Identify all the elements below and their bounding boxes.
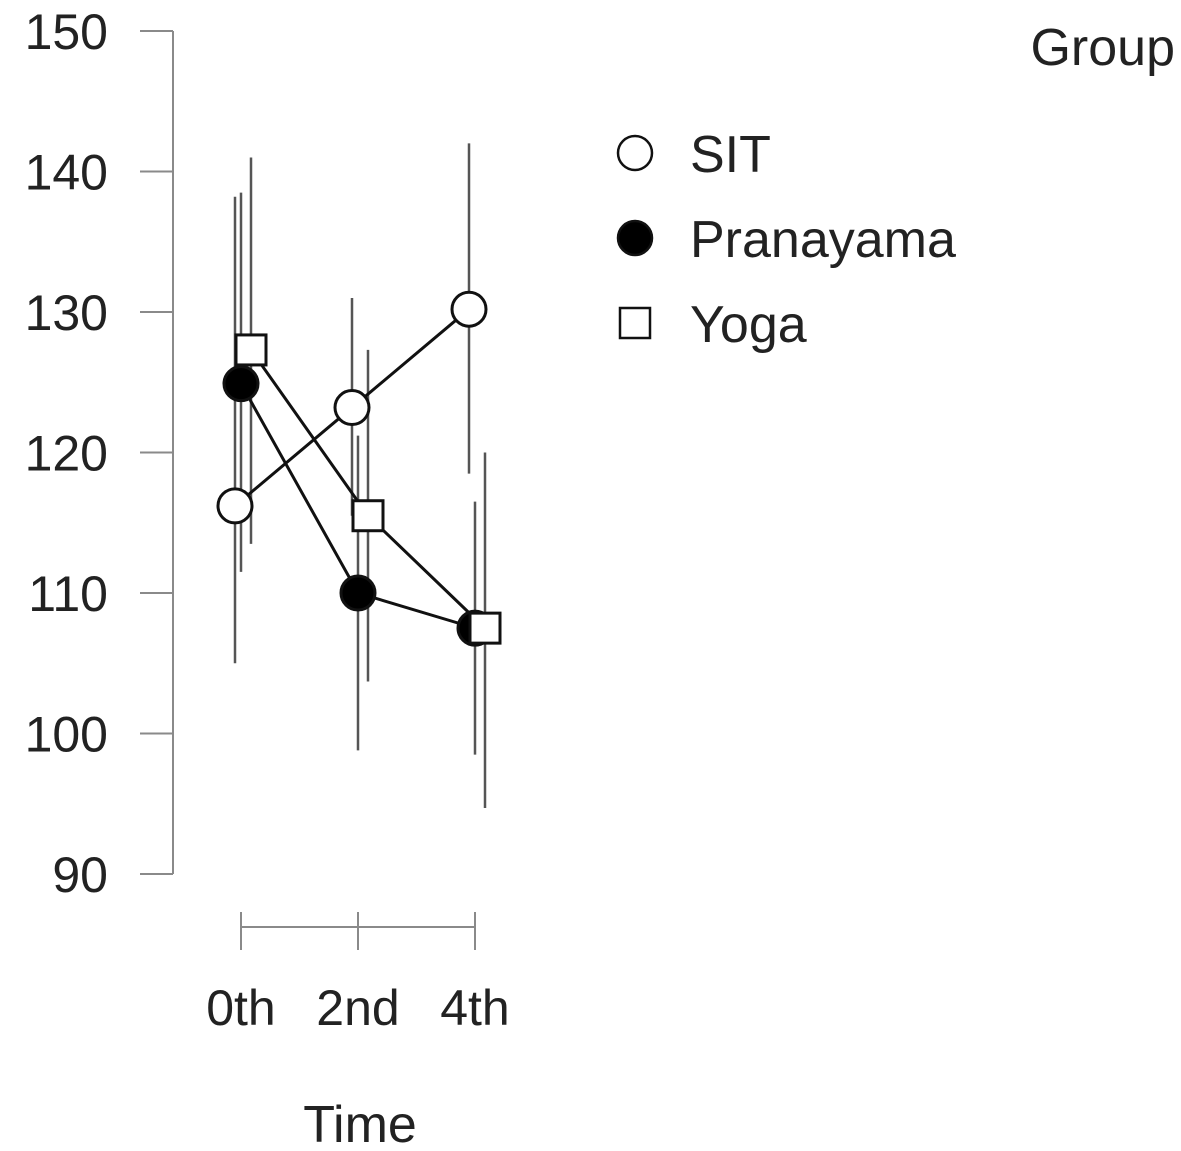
point-sit — [450, 290, 488, 328]
legend-marker-sit — [616, 134, 654, 172]
x-tick-label: 2nd — [316, 980, 399, 1036]
x-tick-label: 0th — [206, 980, 276, 1036]
y-tick-label: 140 — [25, 145, 108, 201]
x-tick-label: 4th — [440, 980, 510, 1036]
y-tick-label: 130 — [25, 285, 108, 341]
point-pranayama — [339, 574, 377, 612]
legend: Group SIT Pranayama Yoga — [616, 19, 1175, 354]
y-tick-label: 90 — [52, 847, 108, 903]
legend-label-yoga: Yoga — [690, 296, 807, 354]
legend-label-sit: SIT — [690, 126, 771, 184]
point-yoga — [468, 611, 502, 645]
y-tick-label: 150 — [25, 4, 108, 60]
y-tick-label: 120 — [25, 426, 108, 482]
point-yoga — [234, 333, 268, 367]
y-tick-label: 110 — [28, 566, 108, 622]
x-axis: 0th 2nd 4th — [206, 912, 510, 1036]
legend-marker-pranayama — [616, 219, 654, 257]
x-axis-title: Time — [303, 1096, 417, 1151]
point-yoga — [351, 499, 385, 533]
legend-title: Group — [1030, 19, 1175, 77]
point-pranayama — [222, 365, 260, 403]
legend-marker-yoga — [618, 306, 652, 340]
y-axis: 90 100 110 120 130 140 150 — [25, 4, 174, 903]
legend-label-pranayama: Pranayama — [690, 211, 956, 269]
y-tick-label: 100 — [25, 707, 108, 763]
point-sit — [216, 487, 254, 525]
point-sit — [333, 389, 371, 427]
series-markers — [216, 290, 502, 647]
